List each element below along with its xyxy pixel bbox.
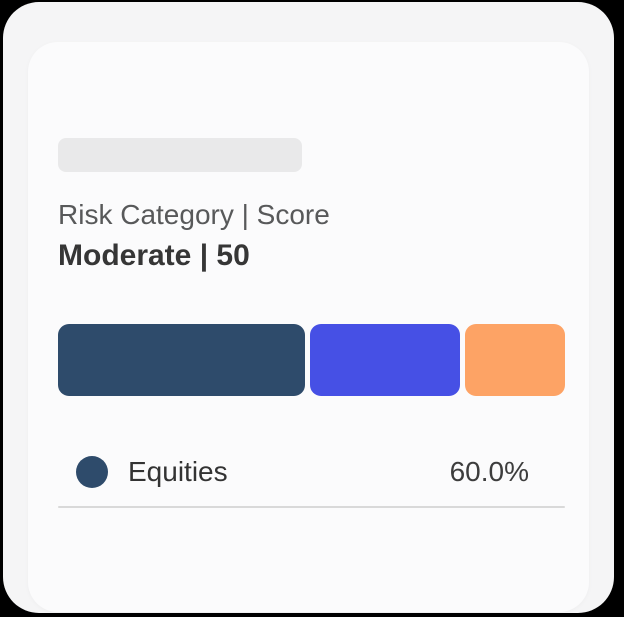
legend-dot-equities bbox=[76, 456, 108, 488]
allocation-bar bbox=[58, 324, 565, 396]
legend-row-equities: Equities 60.0% bbox=[58, 450, 565, 494]
legend-value: 60.0% bbox=[449, 456, 529, 487]
skeleton-placeholder bbox=[58, 138, 302, 172]
legend-label: Equities bbox=[128, 456, 228, 487]
risk-category-score-label: Risk Category | Score bbox=[58, 199, 330, 230]
app-background-panel: Risk Category | Score Moderate | 50 Equi… bbox=[3, 2, 614, 613]
allocation-segment-segment-2 bbox=[310, 324, 460, 396]
risk-score-card: Risk Category | Score Moderate | 50 Equi… bbox=[28, 42, 589, 612]
legend-divider bbox=[58, 506, 565, 508]
allocation-segment-equities bbox=[58, 324, 306, 396]
allocation-segment-segment-3 bbox=[464, 324, 565, 396]
risk-category-score-value: Moderate | 50 bbox=[58, 239, 250, 272]
